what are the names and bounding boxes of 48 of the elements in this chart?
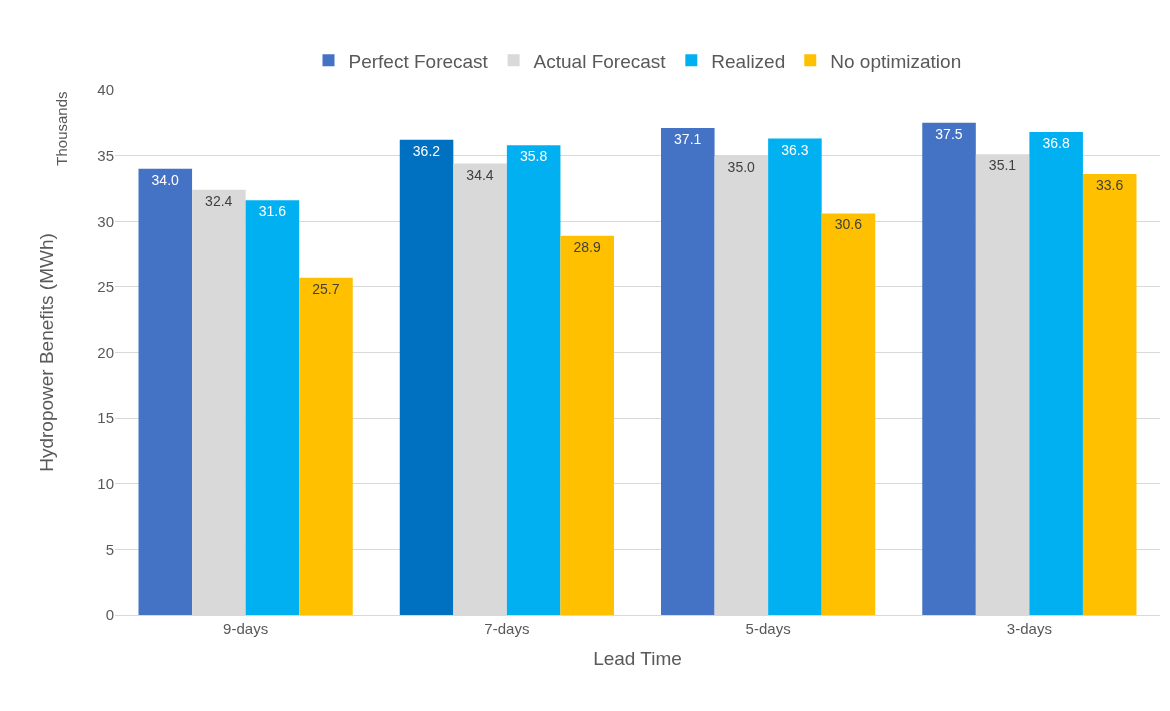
bar — [821, 213, 876, 615]
bar — [506, 145, 561, 615]
x-tick-label: 9-days — [223, 620, 269, 637]
bar — [560, 235, 614, 615]
bar — [138, 168, 193, 615]
data-label: 32.4 — [205, 192, 233, 209]
data-label: 25.7 — [312, 280, 340, 297]
bar — [299, 277, 353, 615]
data-label: 36.8 — [1042, 135, 1070, 151]
data-label: 34.4 — [466, 166, 494, 183]
bar — [399, 139, 454, 615]
data-label: 37.5 — [935, 125, 963, 142]
y-tick-label: 30 — [97, 212, 114, 230]
data-label: 33.6 — [1095, 177, 1124, 193]
bar — [1082, 174, 1137, 615]
text: Thousands — [52, 91, 70, 166]
x-tick-label: 3-days — [1006, 620, 1052, 637]
data-label: 34.0 — [151, 171, 180, 188]
bar — [245, 200, 300, 615]
y-tick-label: 35 — [97, 146, 114, 164]
data-label: 37.1 — [674, 131, 702, 148]
x-tick-label: 7-days — [484, 620, 530, 637]
legend-label: Realized — [711, 50, 786, 72]
y-tick-label: 15 — [97, 409, 114, 427]
x-tick-label: 5-days — [745, 620, 791, 637]
y-tick-label: 25 — [97, 278, 114, 296]
bar — [768, 138, 822, 615]
bar — [1029, 132, 1083, 615]
data-label: 36.3 — [781, 141, 809, 158]
bar — [661, 128, 715, 615]
data-label: 36.2 — [412, 142, 441, 159]
legend-label: No optimization — [830, 50, 962, 72]
y-axis-title: Hydropower Benefits (MWh) — [36, 233, 58, 472]
data-label: 35.1 — [988, 157, 1017, 174]
data-label: 31.6 — [258, 203, 287, 220]
y-tick-label: 0 — [105, 606, 114, 624]
data-label: 28.9 — [573, 238, 601, 255]
y-tick-label: 5 — [105, 540, 114, 558]
y-tick-label: 10 — [97, 475, 114, 492]
legend-label: Actual Forecast — [533, 50, 667, 72]
y-tick-label: 40 — [97, 81, 114, 99]
data-label: 30.6 — [834, 216, 863, 233]
y-tick-label: 20 — [97, 343, 114, 361]
data-label: 35.0 — [727, 158, 756, 175]
legend-label: Perfect Forecast — [348, 50, 489, 72]
x-axis-title: Lead Time — [593, 647, 682, 669]
data-label: 35.8 — [519, 148, 548, 165]
bar — [922, 122, 976, 615]
